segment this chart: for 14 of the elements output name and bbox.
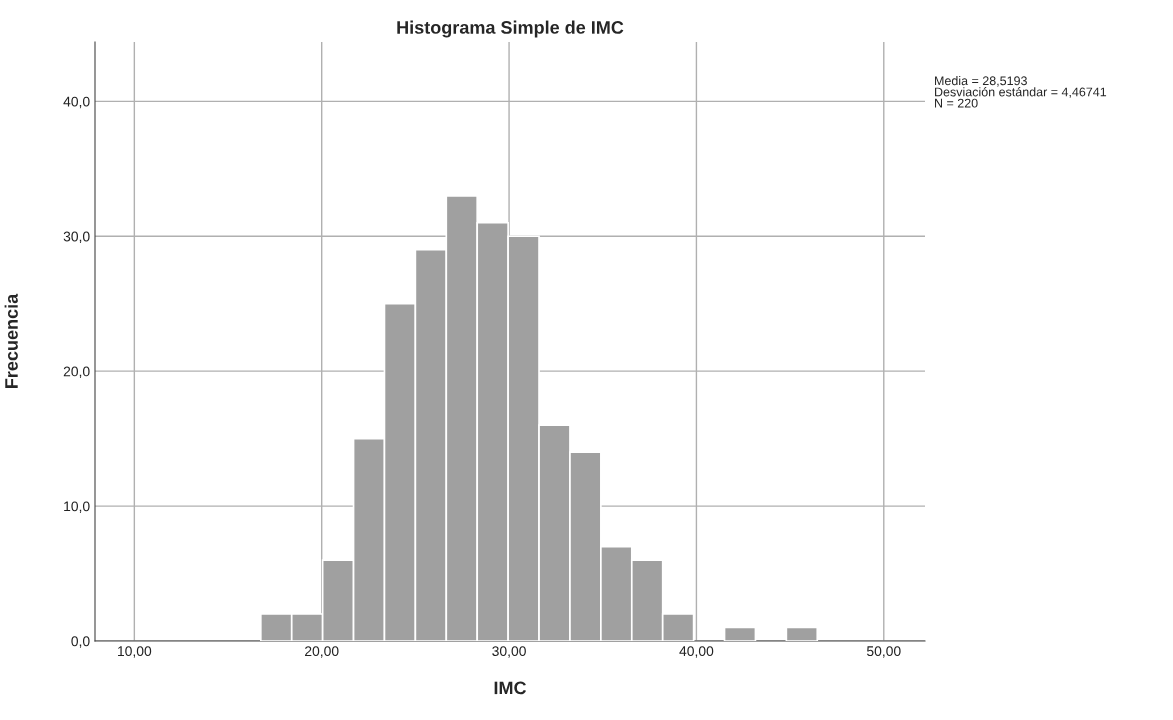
x-tick-label: 20,00 [305, 646, 339, 658]
x-tick-label: 40,00 [679, 646, 714, 658]
text: Media = 28,5193 Desviación estándar = 4,46741 N = 220 [935, 76, 1107, 108]
chart-title: Histograma Simple de IMC [397, 20, 624, 38]
x-axis-title: IMC [494, 681, 527, 695]
x-tick-label: 50,00 [866, 646, 901, 658]
y-tick-label: 0,0 [71, 636, 90, 648]
y-axis-title: Frecuencia [4, 293, 18, 388]
y-tick-label: 10,0 [64, 501, 90, 513]
y-tick-label: 40,0 [63, 96, 90, 109]
x-tick-label: 10,00 [118, 646, 152, 658]
y-tick-label: 30,0 [63, 231, 90, 244]
x-tick-label: 30,00 [492, 646, 526, 658]
y-tick-label: 20,0 [63, 366, 90, 378]
